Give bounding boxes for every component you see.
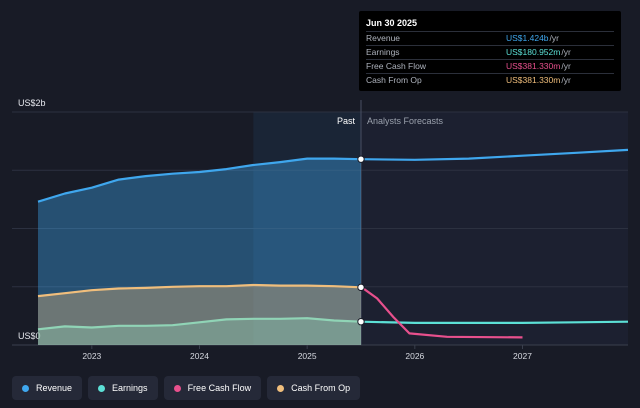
tooltip-row-value: US$381.330m (506, 75, 561, 85)
legend-label: Free Cash Flow (187, 383, 252, 393)
earnings-area (38, 318, 361, 345)
y-axis-top-label: US$2b (18, 98, 46, 108)
legend-dot-icon (173, 384, 181, 392)
tooltip-row-unit: /yr (561, 61, 571, 71)
revenue-forecast-line (360, 148, 629, 161)
tooltip-row: Cash From Op US$381.330m/yr (366, 73, 614, 87)
free-cash-flow-forecast-line (360, 285, 523, 339)
legend-dot-icon (22, 384, 29, 392)
tooltip-rows: Revenue US$1.424b/yr Earnings US$180.952m/y… (366, 31, 614, 87)
tooltip-row-unit: /yr (561, 47, 571, 57)
chart-tooltip: Jun 30 2025 Revenue US$1.424b/yr Earnings U… (359, 11, 621, 91)
legend-item-free-cash-flow[interactable]: Free Cash Flow (163, 376, 262, 400)
legend-label: Cash From Op (291, 383, 351, 393)
tooltip-row-label: Earnings (366, 47, 400, 57)
legend-label: Earnings (112, 383, 148, 393)
tooltip-row: Revenue US$1.424b/yr (366, 31, 614, 45)
past-label: Past (337, 116, 356, 126)
revenue-line (37, 157, 362, 203)
y-axis-zero-label: US$0 (18, 331, 41, 341)
tooltip-date: Jun 30 2025 (366, 18, 418, 28)
tooltip-row-label: Cash From Op (366, 75, 422, 85)
legend-dot-icon (98, 384, 106, 392)
x-tick-label-2027: 2027 (513, 351, 532, 361)
legend-item-earnings[interactable]: Earnings (88, 376, 158, 400)
earnings-marker (357, 318, 365, 326)
tooltip-row: Free Cash Flow US$381.330m/yr (366, 59, 614, 73)
legend-dot-icon (277, 384, 285, 392)
cash-from-op-area (38, 285, 361, 345)
tooltip-row-label: Free Cash Flow (366, 61, 426, 71)
revenue-marker (357, 155, 365, 163)
x-tick-label-2024: 2024 (190, 351, 209, 361)
tooltip-row: Earnings US$180.952m/yr (366, 45, 614, 59)
tooltip-row-unit: /yr (549, 33, 559, 43)
tooltip-row-value: US$381.330m (506, 61, 561, 71)
cash-from-op-line (37, 283, 362, 298)
cash-from-op-marker (357, 283, 365, 292)
x-tick-label-2023: 2023 (82, 351, 101, 361)
legend-item-cash-from-op[interactable]: Cash From Op (267, 376, 361, 400)
x-tick-label-2025: 2025 (298, 351, 317, 361)
earnings-forecast-line (360, 320, 629, 324)
tooltip-row-label: Revenue (366, 33, 401, 43)
forecast-label: Analysts Forecasts (367, 116, 444, 126)
earnings-line (37, 317, 362, 331)
revenue-area (38, 158, 361, 345)
legend-item-revenue[interactable]: Revenue (12, 376, 83, 400)
tooltip-row-value: US$1.424b (506, 33, 549, 43)
tooltip-row-unit: /yr (561, 75, 571, 85)
chart-legend: Revenue Earnings Free Cash Flow Cash From O… (12, 376, 361, 400)
x-tick-label-2026: 2026 (405, 351, 424, 361)
legend-label: Revenue (36, 383, 73, 393)
tooltip-row-value: US$180.952m (506, 47, 561, 57)
